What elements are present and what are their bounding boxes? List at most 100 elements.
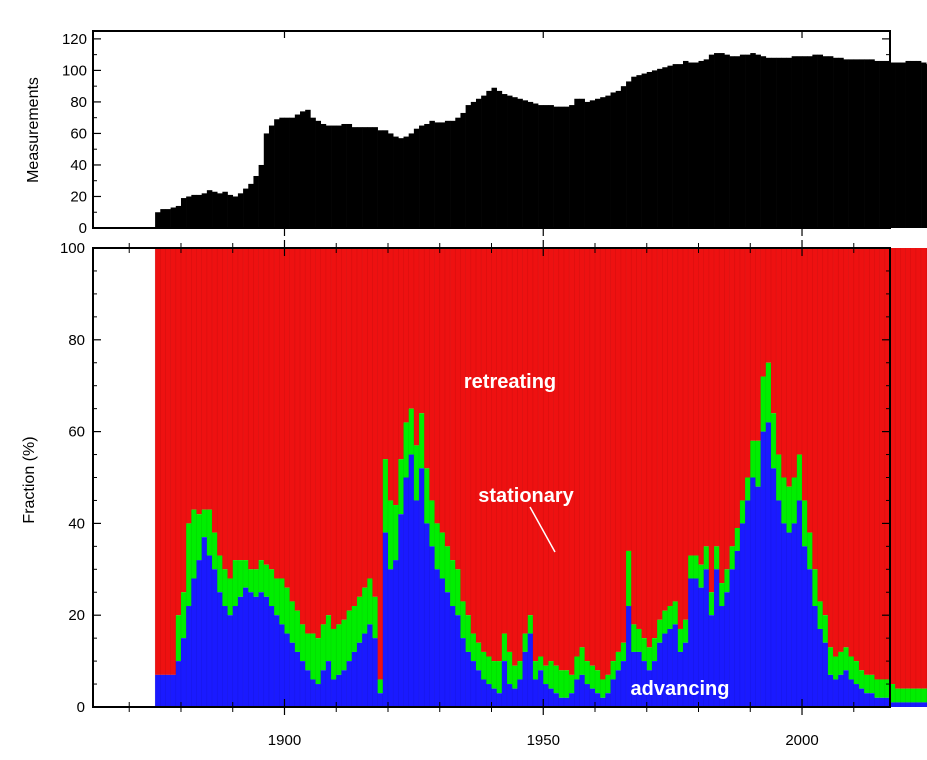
measurement-bar <box>248 183 254 228</box>
measurement-bar <box>237 193 244 228</box>
stationary-bar <box>667 606 673 629</box>
retreating-bar <box>833 248 839 657</box>
measurement-bar <box>895 62 901 228</box>
annotation-retreating: retreating <box>464 371 556 393</box>
advancing-bar <box>532 679 539 707</box>
advancing-bar <box>243 587 249 707</box>
retreating-bar <box>491 248 497 662</box>
measurement-bar <box>377 130 384 228</box>
stationary-bar <box>543 665 549 685</box>
stationary-bar <box>848 656 855 680</box>
stationary-bar <box>662 610 668 634</box>
retreating-bar <box>336 248 342 625</box>
advancing-bar <box>294 651 301 707</box>
measurement-bar <box>843 59 849 229</box>
advancing-bar <box>367 624 373 707</box>
advancing-bar <box>346 661 353 707</box>
measurement-bar <box>802 56 808 228</box>
retreating-bar <box>626 248 632 551</box>
measurement-bar <box>563 106 570 228</box>
measurement-bar <box>300 111 306 228</box>
measurement-bar <box>890 62 896 228</box>
retreating-bar <box>258 248 265 561</box>
stationary-bar <box>444 546 451 593</box>
stationary-bar <box>595 670 601 694</box>
retreating-bar <box>331 248 337 629</box>
advancing-bar <box>822 642 829 707</box>
advancing-bar <box>491 688 497 707</box>
measurement-bar <box>517 98 523 229</box>
retreating-bar <box>289 248 296 602</box>
stationary-bar <box>455 569 461 616</box>
retreating-bar <box>688 248 694 556</box>
advancing-bar <box>429 546 435 707</box>
retreating-bar <box>403 248 409 423</box>
measurement-bar <box>455 117 461 228</box>
retreating-bar <box>631 248 637 625</box>
stationary-bar <box>408 408 415 455</box>
advancing-bar <box>253 596 259 707</box>
retreating-bar <box>237 248 244 561</box>
advancing-bar <box>750 477 756 707</box>
retreating-bar <box>615 248 622 652</box>
stationary-bar <box>227 578 234 616</box>
retreating-bar <box>921 248 927 689</box>
stationary-bar <box>413 445 420 501</box>
stationary-bar <box>677 628 684 652</box>
measurement-bar <box>745 54 751 228</box>
retreating-bar <box>191 248 197 510</box>
measurement-bar <box>693 62 699 228</box>
advancing-bar <box>382 532 389 707</box>
measurement-bar <box>372 127 378 228</box>
stationary-bar <box>745 477 751 501</box>
advancing-bar <box>356 642 363 707</box>
retreating-bar <box>600 248 606 680</box>
measurement-bar <box>413 128 420 228</box>
measurement-bar <box>160 209 166 228</box>
stationary-bar <box>274 578 280 616</box>
advancing-bar <box>191 578 197 707</box>
stationary-bar <box>915 688 922 703</box>
retreating-bar <box>890 248 896 685</box>
measurement-bar <box>170 207 177 228</box>
measurement-bar <box>874 60 880 228</box>
retreating-bar <box>595 248 601 671</box>
stationary-bar <box>905 688 912 703</box>
measurement-bar <box>848 59 855 229</box>
measurement-bar <box>651 70 658 229</box>
retreating-bar <box>574 248 580 657</box>
advancing-bar <box>890 702 896 707</box>
stationary-bar <box>796 454 803 501</box>
retreating-bar <box>517 248 523 662</box>
stationary-bar <box>279 578 285 625</box>
y-tick-label: 80 <box>70 94 87 111</box>
stationary-bar <box>817 601 824 629</box>
stationary-bar <box>356 596 363 643</box>
stationary-bar <box>362 587 368 634</box>
retreating-bar <box>770 248 777 414</box>
measurement-bar <box>346 123 353 228</box>
retreating-bar <box>170 248 177 675</box>
retreating-bar <box>222 248 228 570</box>
measurement-bar <box>714 53 720 229</box>
measurements-plot-frame <box>92 30 891 229</box>
measurement-bar <box>610 92 617 229</box>
advancing-bar <box>217 592 223 707</box>
stationary-bar <box>460 601 466 639</box>
measurement-bar <box>268 125 275 228</box>
retreating-bar <box>180 248 187 593</box>
measurement-bar <box>589 100 596 228</box>
retreating-bar <box>341 248 347 620</box>
advancing-bar <box>646 670 653 707</box>
retreating-bar <box>620 248 627 643</box>
stationary-bar <box>243 560 249 588</box>
retreating-bar <box>765 248 772 363</box>
advancing-bar <box>864 693 870 707</box>
retreating-bar <box>279 248 285 579</box>
retreating-bar <box>698 248 704 565</box>
retreating-bar <box>232 248 239 561</box>
retreating-bar <box>527 248 534 616</box>
advancing-bar <box>248 592 254 707</box>
advancing-bar <box>739 523 746 707</box>
